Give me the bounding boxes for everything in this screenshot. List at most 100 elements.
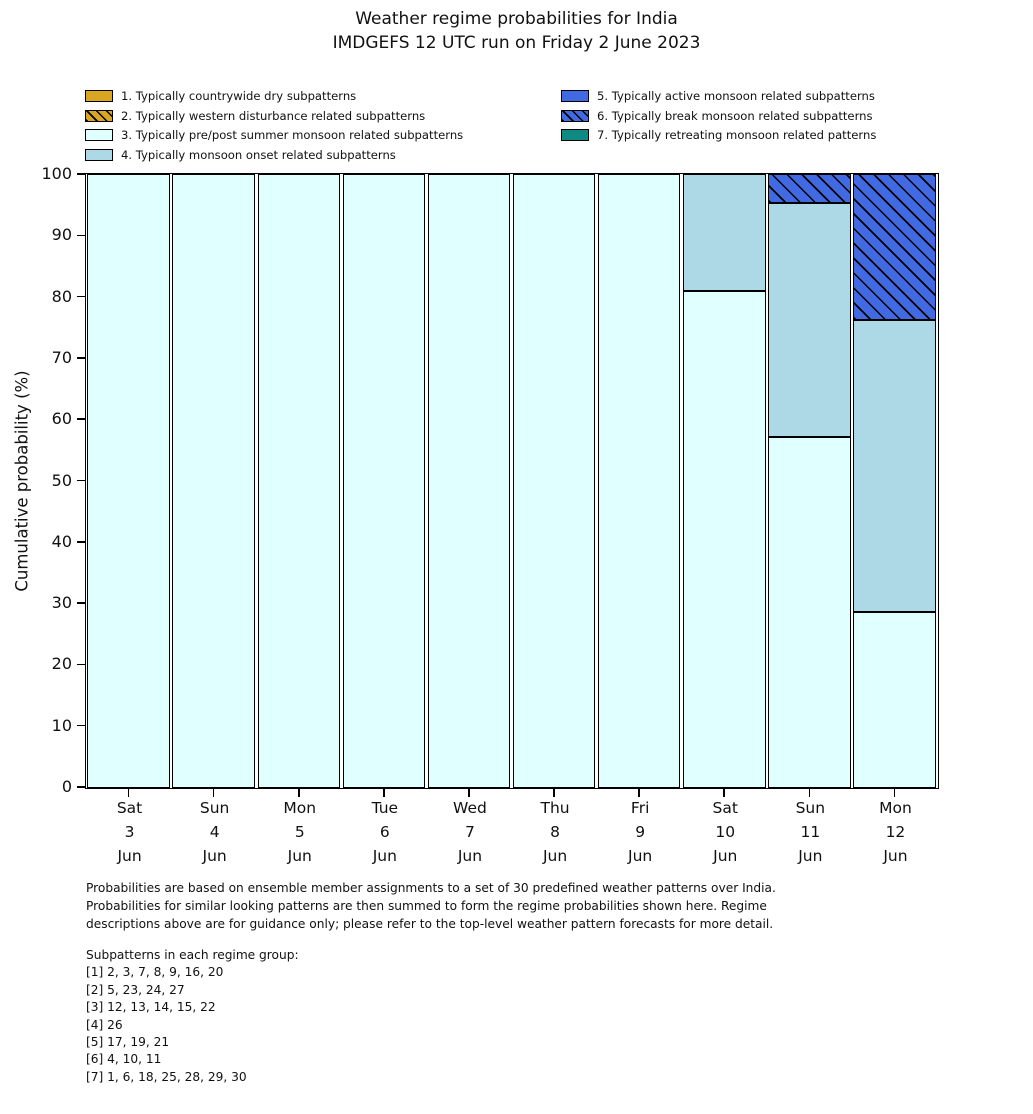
chart-title: Weather regime probabilities for India (355, 9, 678, 29)
x-axis-tick (383, 789, 385, 797)
subpattern-line: [1] 2, 3, 7, 8, 9, 16, 20 (86, 965, 224, 980)
bar-segment (768, 203, 851, 438)
legend-swatch-icon (561, 129, 589, 142)
x-axis-tick-label-line: Jun (628, 847, 653, 865)
x-axis-tick-label-line: Mon (283, 799, 317, 817)
x-axis-tick-label: Thu 8 Jun (512, 796, 598, 868)
x-axis-tick (808, 789, 811, 797)
legend-item: 4. Typically monsoon onset related subpa… (85, 145, 463, 165)
chart-title-block: Weather regime probabilities for India I… (0, 7, 1033, 55)
legend-swatch-icon (85, 129, 113, 142)
x-axis-tick-label-line: Jun (202, 847, 227, 865)
x-axis-tick (212, 789, 215, 797)
stacked-bar (342, 174, 426, 788)
footer-paragraph-line: Probabilities for similar looking patter… (86, 899, 767, 914)
bar-segment (683, 174, 766, 291)
stacked-bar (512, 174, 596, 788)
footer-paragraph-line: Probabilities are based on ensemble memb… (86, 881, 776, 895)
x-axis-tick-label-line: Thu (540, 799, 570, 817)
y-axis-tick (77, 234, 85, 237)
x-axis-tick-label-line: Sat (712, 799, 738, 817)
y-axis-tick (77, 418, 85, 420)
x-axis-tick (553, 789, 555, 797)
y-axis-tick (77, 173, 85, 175)
plot-area: 0 10 20 30 40 50 60 70 80 90 100 (41, 166, 939, 797)
y-axis-tick-label: 60 (51, 409, 72, 429)
x-axis-tick-label-line: 9 (635, 823, 646, 841)
stacked-bar (853, 174, 936, 788)
bar-segment (512, 174, 596, 788)
legend-item-label: 6. Typically break monsoon related subpa… (597, 108, 873, 123)
y-axis-tick (77, 602, 85, 604)
footer-paragraph: Probabilities are based on ensemble memb… (86, 879, 776, 934)
y-axis-tick-label: 100 (41, 164, 72, 183)
subpattern-line: [4] 26 (86, 1017, 123, 1032)
legend-column-left: 1. Typically countrywide dry subpatterns… (85, 86, 463, 165)
x-axis-tick-label-line: Jun (883, 847, 908, 865)
x-axis-tick-label-line: 10 (715, 823, 736, 841)
x-axis-tick-label: Mon 5 Jun (257, 796, 343, 868)
subpatterns-heading: Subpatterns in each regime group: (86, 948, 299, 962)
stacked-bar (87, 174, 170, 788)
x-axis-tick-label-line: Sun (199, 799, 230, 817)
y-axis-tick-label: 70 (51, 347, 72, 367)
x-axis-tick-label-line: Sun (795, 799, 826, 817)
x-axis-tick (723, 789, 726, 797)
bar-segment (768, 437, 851, 788)
x-axis-tick (468, 789, 470, 797)
x-axis-tick-label-line: Sat (116, 799, 143, 817)
x-axis-tick-label: Sat 10 Jun (682, 796, 768, 868)
legend-swatch-icon (561, 109, 589, 122)
legend-item-label: 4. Typically monsoon onset related subpa… (121, 147, 396, 162)
legend-item-label: 5. Typically active monsoon related subp… (597, 88, 875, 103)
legend-swatch-icon (85, 89, 113, 102)
x-axis-tick-label-line: 3 (124, 823, 135, 841)
y-axis-tick (77, 663, 85, 666)
legend-item: 1. Typically countrywide dry subpatterns (85, 86, 463, 106)
bar-segment (853, 612, 936, 788)
x-axis-tick-label: Tue 6 Jun (342, 796, 428, 868)
legend-item: 2. Typically western disturbance related… (85, 106, 463, 126)
x-axis-tick-label-line: Jun (372, 847, 397, 865)
x-axis-tick-label-line: Jun (542, 847, 568, 865)
x-axis-tick-label: Wed 7 Jun (427, 796, 513, 868)
footer-paragraph-line: descriptions above are for guidance only… (86, 917, 774, 932)
x-axis-tick-label-line: Fri (630, 799, 650, 817)
stacked-bar (683, 174, 766, 788)
legend-item-label: 3. Typically pre/post summer monsoon rel… (121, 128, 464, 143)
bar-segment (597, 174, 681, 788)
bar-segment (172, 174, 255, 788)
x-axis-tick-label-line: 4 (209, 823, 220, 841)
x-axis-tick-label-line: Jun (287, 847, 312, 865)
bar-segment (257, 174, 340, 788)
x-axis-tick-label-line: Jun (117, 847, 142, 865)
legend-item: 3. Typically pre/post summer monsoon rel… (85, 125, 463, 145)
y-axis-tick-label: 80 (51, 286, 72, 306)
legend-swatch-icon (561, 89, 589, 102)
subpattern-line: [2] 5, 23, 24, 27 (86, 982, 185, 997)
legend-column-right: 5. Typically active monsoon related subp… (561, 86, 876, 145)
x-axis-tick (638, 789, 640, 797)
y-axis-tick-label: 90 (51, 225, 72, 245)
x-axis-tick (893, 789, 896, 797)
y-axis-tick (77, 541, 85, 543)
x-axis-tick-label-line: Wed (453, 799, 487, 817)
subpattern-line: [5] 17, 19, 21 (86, 1035, 170, 1050)
stacked-bar (768, 174, 851, 788)
bar-segment (853, 174, 936, 321)
stacked-bar (257, 174, 340, 788)
y-axis-tick-label: 10 (51, 715, 72, 735)
legend-item-label: 1. Typically countrywide dry subpatterns (121, 88, 357, 103)
legend-item-label: 2. Typically western disturbance related… (121, 108, 426, 123)
x-axis-tick (127, 789, 130, 797)
legend-item-label: 7. Typically retreating monsoon related … (597, 128, 877, 143)
subpattern-line: [3] 12, 13, 14, 15, 22 (86, 1000, 216, 1015)
legend-item: 7. Typically retreating monsoon related … (561, 125, 876, 145)
legend-swatch-icon (85, 109, 113, 122)
y-axis-tick (77, 724, 85, 727)
y-axis-tick (77, 295, 85, 298)
x-axis-tick-label: Mon 12 Jun (852, 796, 938, 868)
x-axis-tick-label-line: 8 (550, 823, 560, 841)
x-axis-labels: Sat 3 Jun Sun 4 Jun Mon 5 Jun Tue 6 Jun Wed 7 Jun Thu 8 J… (85, 796, 939, 868)
